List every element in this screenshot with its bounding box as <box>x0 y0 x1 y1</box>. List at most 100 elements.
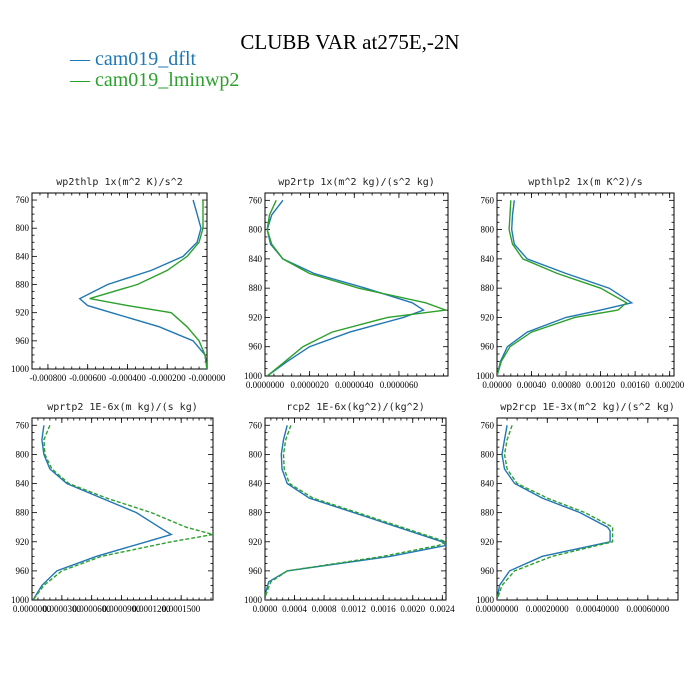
panel-5: rcp2 1E-6x(kg^2)/(kg^2) 760 800 840 880 920 96… <box>244 402 455 614</box>
panel-frame <box>496 192 675 377</box>
x-tick-label: 0.00020000 <box>526 604 569 614</box>
x-tick-label: 0.0000040 <box>335 380 374 390</box>
series-line-dflt <box>266 199 426 376</box>
series-line-dflt <box>497 200 634 376</box>
figure-title: CLUBB VAR at275E,-2N <box>240 30 460 54</box>
panel-title: wp2rtp 1x(m^2 kg)/(s^2 kg) <box>278 177 435 188</box>
y-tick-label: 880 <box>249 508 263 518</box>
panel-6: wp2rcp 1E-3x(m^2 kg)/(s^2 kg) 760 800 840 88… <box>476 402 679 614</box>
y-tick-label: 920 <box>481 537 495 547</box>
x-tick-label: 0.00080 <box>551 380 581 390</box>
x-tick-label: 0.00040 <box>517 380 547 390</box>
panel-frame <box>264 417 447 601</box>
series-line-lminwp2 <box>266 200 447 376</box>
x-tick-label: 0.0000600 <box>73 604 112 614</box>
y-tick-label: 840 <box>481 254 495 264</box>
y-tick-label: 760 <box>249 420 263 430</box>
y-tick-label: 760 <box>16 195 30 205</box>
y-tick-label: 960 <box>481 342 495 352</box>
x-tick-label: 0.00200 <box>655 380 685 390</box>
y-tick-label: 880 <box>249 283 263 293</box>
y-tick-label: 960 <box>16 336 30 346</box>
y-tick-label: 920 <box>481 312 495 322</box>
panel-frame <box>264 192 449 377</box>
legend-line-dflt-icon: — <box>70 48 90 70</box>
y-tick-label: 960 <box>481 566 495 576</box>
legend-label-lminwp2: cam019_lminwp2 <box>95 69 240 91</box>
x-tick-label: 0.00120 <box>586 380 616 390</box>
y-tick-label: 960 <box>249 342 263 352</box>
series-line-lminwp2 <box>497 425 614 600</box>
x-tick-label: -0.000400 <box>109 373 146 383</box>
x-tick-label: 0.0000900 <box>102 604 141 614</box>
y-tick-label: 840 <box>249 254 263 264</box>
series-line-dflt <box>265 425 446 600</box>
y-tick-label: 840 <box>481 479 495 489</box>
series-line-dflt <box>32 425 173 600</box>
y-tick-label: 1000 <box>244 595 263 605</box>
series-line-lminwp2 <box>497 200 628 376</box>
panel-title: wprtp2 1E-6x(m kg)/(s kg) <box>47 402 198 413</box>
x-tick-label: 0.0001500 <box>162 604 201 614</box>
panel-title: wp2thlp 1x(m^2 K)/s^2 <box>56 177 182 188</box>
x-tick-label: 0.00000 <box>482 380 512 390</box>
y-tick-label: 960 <box>16 566 30 576</box>
panel-title: wp2rcp 1E-3x(m^2 kg)/(s^2 kg) <box>500 402 675 413</box>
x-tick-label: 0.00160 <box>621 380 651 390</box>
y-tick-label: 880 <box>16 280 30 290</box>
panel-title: wpthlp2 1x(m K^2)/s <box>528 177 642 188</box>
legend-label-dflt: cam019_dflt <box>95 48 197 70</box>
x-tick-label: 0.0004 <box>282 604 307 614</box>
y-tick-label: 760 <box>249 195 263 205</box>
x-tick-label: 0.0000300 <box>43 604 82 614</box>
x-tick-label: 0.0000 <box>253 604 278 614</box>
y-tick-label: 800 <box>481 225 495 235</box>
y-tick-label: 880 <box>16 508 30 518</box>
x-tick-label: 0.0000020 <box>291 380 330 390</box>
y-tick-label: 800 <box>481 449 495 459</box>
x-tick-label: -0.000000 <box>189 373 226 383</box>
y-tick-label: 1000 <box>476 371 495 381</box>
x-tick-label: 0.0024 <box>430 604 455 614</box>
x-tick-label: 0.0000060 <box>380 380 419 390</box>
y-tick-label: 840 <box>249 479 263 489</box>
x-tick-label: 0.00000000 <box>476 604 519 614</box>
y-tick-label: 800 <box>16 223 30 233</box>
panel-1: wp2thlp 1x(m^2 K)/s^2 760 800 840 880 920 960 1… <box>11 177 226 383</box>
legend-line-lminwp2-icon: — <box>70 69 90 91</box>
series-line-lminwp2 <box>32 425 213 600</box>
y-tick-label: 760 <box>481 420 495 430</box>
y-tick-label: 920 <box>16 308 30 318</box>
x-tick-label: -0.000200 <box>149 373 186 383</box>
panel-4: wprtp2 1E-6x(m kg)/(s kg) 760 800 840 880 920… <box>11 402 214 614</box>
series-line-dflt <box>78 199 207 369</box>
series-line-lminwp2 <box>265 425 446 600</box>
x-tick-label: 0.0001200 <box>132 604 171 614</box>
y-tick-label: 920 <box>16 537 30 547</box>
y-tick-label: 1000 <box>476 595 495 605</box>
y-tick-label: 800 <box>16 449 30 459</box>
x-tick-label: -0.000800 <box>30 373 67 383</box>
x-tick-label: 0.00060000 <box>626 604 669 614</box>
series-line-lminwp2 <box>89 200 207 369</box>
panel-frame <box>496 417 679 601</box>
y-tick-label: 760 <box>481 195 495 205</box>
y-tick-label: 960 <box>249 566 263 576</box>
y-tick-label: 880 <box>481 283 495 293</box>
y-tick-label: 800 <box>249 225 263 235</box>
x-tick-label: 0.00040000 <box>576 604 619 614</box>
panel-2: wp2rtp 1x(m^2 kg)/(s^2 kg) 760 800 840 880 92… <box>244 177 449 390</box>
legend-entry-lminwp2: — cam019_lminwp2 <box>70 69 239 92</box>
x-tick-label: -0.000600 <box>69 373 106 383</box>
legend-entry-dflt: — cam019_dflt <box>70 48 196 71</box>
y-tick-label: 840 <box>16 479 30 489</box>
x-tick-label: 0.0008 <box>312 604 337 614</box>
y-tick-label: 1000 <box>11 595 30 605</box>
x-tick-label: 0.0000000 <box>13 604 52 614</box>
y-tick-label: 920 <box>249 312 263 322</box>
x-tick-label: 0.0020 <box>400 604 425 614</box>
x-tick-label: 0.0016 <box>371 604 396 614</box>
panel-3: wpthlp2 1x(m K^2)/s 760 800 840 880 920 960 100… <box>476 177 685 390</box>
x-tick-label: 0.0000000 <box>246 380 285 390</box>
